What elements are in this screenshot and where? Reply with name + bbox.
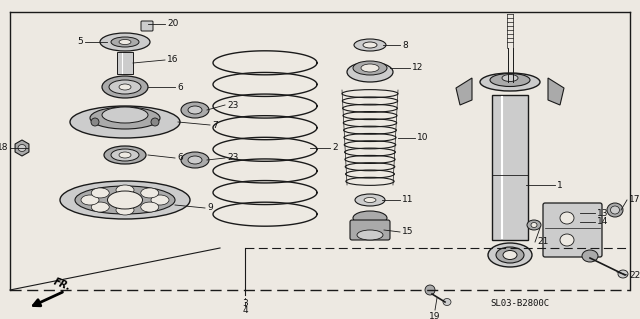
Text: 6: 6 xyxy=(177,83,183,92)
Ellipse shape xyxy=(560,212,574,224)
Ellipse shape xyxy=(181,102,209,118)
Ellipse shape xyxy=(357,230,383,240)
Ellipse shape xyxy=(119,40,131,44)
Ellipse shape xyxy=(607,203,623,217)
Ellipse shape xyxy=(188,156,202,164)
Ellipse shape xyxy=(70,106,180,138)
Text: 19: 19 xyxy=(429,312,441,319)
Ellipse shape xyxy=(488,243,532,267)
Ellipse shape xyxy=(91,118,99,126)
Ellipse shape xyxy=(502,75,518,81)
Text: 9: 9 xyxy=(207,204,212,212)
Ellipse shape xyxy=(354,39,386,51)
Ellipse shape xyxy=(347,62,393,82)
Ellipse shape xyxy=(102,76,148,98)
Text: 20: 20 xyxy=(167,19,179,28)
Ellipse shape xyxy=(18,145,26,152)
Text: 7: 7 xyxy=(212,121,218,130)
Ellipse shape xyxy=(363,42,377,48)
Text: 8: 8 xyxy=(402,41,408,49)
Text: 17: 17 xyxy=(629,196,640,204)
Text: 23: 23 xyxy=(227,100,238,109)
Ellipse shape xyxy=(151,195,169,205)
Ellipse shape xyxy=(618,270,628,278)
Text: 3: 3 xyxy=(242,299,248,308)
Ellipse shape xyxy=(560,234,574,246)
Text: 22: 22 xyxy=(629,271,640,279)
Ellipse shape xyxy=(496,247,524,263)
Ellipse shape xyxy=(90,107,160,129)
Text: FR.: FR. xyxy=(52,277,72,293)
Ellipse shape xyxy=(490,73,530,86)
Ellipse shape xyxy=(355,194,385,206)
Ellipse shape xyxy=(353,211,387,225)
FancyBboxPatch shape xyxy=(543,203,602,257)
Ellipse shape xyxy=(503,250,517,259)
Text: 16: 16 xyxy=(167,56,179,64)
Ellipse shape xyxy=(361,64,379,72)
Ellipse shape xyxy=(111,149,139,161)
Ellipse shape xyxy=(92,188,109,198)
Ellipse shape xyxy=(116,205,134,215)
Ellipse shape xyxy=(582,250,598,262)
Polygon shape xyxy=(548,78,564,105)
Ellipse shape xyxy=(104,146,146,164)
Text: 21: 21 xyxy=(537,238,548,247)
Ellipse shape xyxy=(181,152,209,168)
Ellipse shape xyxy=(151,118,159,126)
Text: 11: 11 xyxy=(402,196,413,204)
FancyBboxPatch shape xyxy=(117,52,133,74)
FancyBboxPatch shape xyxy=(141,21,153,31)
Ellipse shape xyxy=(188,106,202,114)
Ellipse shape xyxy=(364,197,376,203)
Text: 6: 6 xyxy=(177,153,183,162)
Ellipse shape xyxy=(102,107,148,123)
Ellipse shape xyxy=(353,61,387,75)
Text: SL03-B2800C: SL03-B2800C xyxy=(490,299,549,308)
Ellipse shape xyxy=(111,37,139,47)
Ellipse shape xyxy=(141,202,159,212)
Ellipse shape xyxy=(527,220,541,230)
Text: 14: 14 xyxy=(597,218,609,226)
Polygon shape xyxy=(456,78,472,105)
Ellipse shape xyxy=(81,195,99,205)
Ellipse shape xyxy=(425,285,435,295)
Text: 4: 4 xyxy=(242,306,248,315)
Ellipse shape xyxy=(92,202,109,212)
Text: 1: 1 xyxy=(557,181,563,189)
Text: 10: 10 xyxy=(417,133,429,143)
Ellipse shape xyxy=(443,299,451,306)
Ellipse shape xyxy=(100,33,150,51)
Ellipse shape xyxy=(531,222,537,227)
Ellipse shape xyxy=(75,186,175,214)
Ellipse shape xyxy=(116,185,134,195)
FancyBboxPatch shape xyxy=(350,220,390,240)
Text: 15: 15 xyxy=(402,227,413,236)
Ellipse shape xyxy=(119,152,131,158)
Ellipse shape xyxy=(480,73,540,91)
Ellipse shape xyxy=(109,80,141,94)
Ellipse shape xyxy=(119,84,131,90)
Text: 5: 5 xyxy=(77,38,83,47)
Text: 23: 23 xyxy=(227,153,238,162)
Ellipse shape xyxy=(60,181,190,219)
FancyBboxPatch shape xyxy=(492,95,528,240)
Text: 13: 13 xyxy=(597,209,609,218)
Text: 2: 2 xyxy=(332,144,338,152)
Text: 18: 18 xyxy=(0,144,8,152)
Text: 12: 12 xyxy=(412,63,424,72)
Ellipse shape xyxy=(611,206,620,214)
Ellipse shape xyxy=(108,191,143,209)
Ellipse shape xyxy=(141,188,159,198)
